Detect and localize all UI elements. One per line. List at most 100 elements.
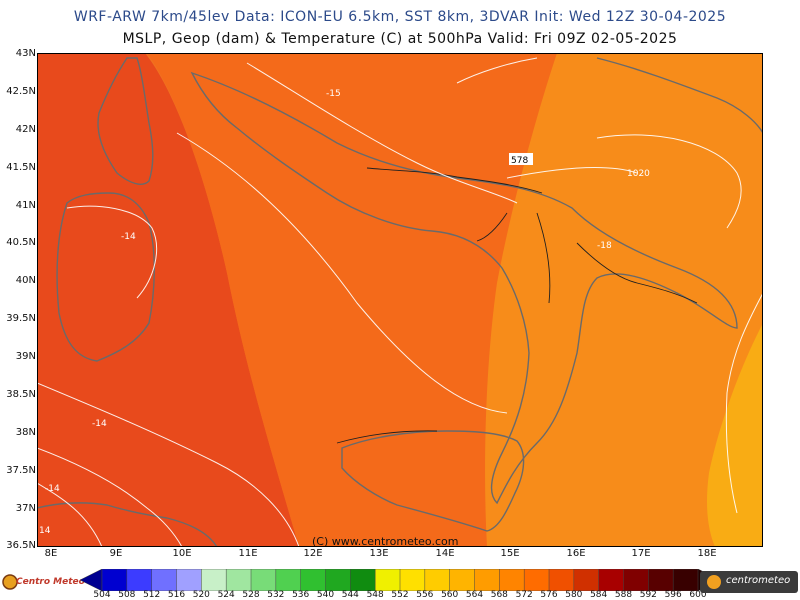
colorbar-swatch [399,569,426,591]
colorbar-tick-label: 560 [441,590,459,600]
lat-label: 43N [15,48,36,59]
logo-left-text: Centro Meteo Italiano [16,577,127,587]
contour-label: -14 [121,232,136,242]
contour-label: 578 [511,156,528,166]
lon-label: 8E [44,548,58,559]
colorbar-tick-label: 528 [242,590,260,600]
colorbar-swatch [201,569,227,591]
colorbar-swatch [598,569,625,591]
contour-label: -18 [597,241,612,251]
colorbar-swatch [573,569,600,591]
colorbar-tick-label: 532 [267,590,285,600]
colorbar-swatch [300,569,327,591]
logo-sun-icon [707,575,721,589]
lon-label: 15E [500,548,520,559]
copyright-text: (C) www.centrometeo.com [312,535,458,547]
colorbar-tick-label: 504 [93,590,111,600]
lat-label: 41.5N [6,162,36,173]
contour-lines [37,57,763,547]
map-title-line1: WRF-ARW 7km/45lev Data: ICON-EU 6.5km, S… [73,9,727,25]
colorbar-tick-label: 536 [292,590,310,600]
colorbar-tick-label: 584 [590,590,608,600]
colorbar-swatch [499,569,525,591]
lon-label: 11E [238,548,258,559]
colorbar-tick-label: 588 [614,590,633,600]
lat-label: 39.5N [6,313,36,324]
colorbar-swatch [126,569,153,591]
contour-label: 1020 [627,169,650,179]
contour-label-box [509,153,533,165]
lat-label: 40N [15,275,36,286]
colorbar-tick-label: 512 [143,590,161,600]
lat-label: 42N [15,124,36,135]
geop-band-584 [707,323,763,547]
colorbar-swatch [672,569,699,591]
colorbar-swatch [176,569,203,591]
colorbar-tick-label: 564 [465,590,484,600]
colorbar-swatch [350,569,376,591]
contour-label: -14 [45,484,60,494]
lon-label: 12E [303,548,323,559]
colorbar-tick-label: 576 [540,590,558,600]
colorbar-swatch [225,569,252,591]
lat-label: 38N [15,427,36,438]
lon-label: 18E [697,548,717,559]
logo-right-text: centrometeo [726,575,791,586]
colorbar-swatch [325,569,352,591]
colorbar-swatch [80,569,103,591]
colorbar-swatch [523,569,550,591]
geop-band-572 [37,53,299,547]
colorbar-tick-label: 544 [341,590,359,600]
lon-label: 14E [435,548,455,559]
lat-label: 38.5N [6,389,36,400]
colorbar-swatch [101,569,128,591]
dark-coastlines [336,167,698,444]
weather-map[interactable]: -15 578 1020 -14 -18 -14 -14 14 (C) www.… [37,53,763,547]
colorbar-swatch [474,569,501,591]
colorbar-tick-label: 548 [366,590,384,600]
coastlines [37,57,763,547]
colorbar-swatch [424,569,451,591]
colorbar-tick-label: 568 [490,590,508,600]
colorbar-tick-label: 592 [639,590,657,600]
centro-meteo-logo-right[interactable]: centrometeo [700,571,798,593]
colorbar-tick-label: 520 [192,590,210,600]
colorbar-tick-label: 596 [664,590,682,600]
colorbar-swatch [623,569,650,591]
lat-label: 40.5N [6,237,36,248]
lat-label: 37N [15,503,36,514]
colorbar-swatch [151,569,178,591]
colorbar-swatch [275,569,302,591]
colorbar-tick-label: 516 [167,590,186,600]
colorbar-tick-label: 600 [689,590,707,600]
lat-label: 36.5N [6,540,36,551]
lat-label: 37.5N [6,465,36,476]
lon-label: 13E [369,548,389,559]
lat-label: 39N [15,351,36,362]
contour-label: -14 [92,419,107,429]
lat-label: 42.5N [6,86,36,97]
contour-label: 14 [39,526,51,536]
lon-label: 17E [631,548,651,559]
lon-label: 16E [566,548,586,559]
colorbar [80,569,720,591]
logo-globe-icon [2,574,18,590]
colorbar-swatch [449,569,476,591]
lon-label: 9E [109,548,123,559]
map-title-line2: MSLP, Geop (dam) & Temperature (C) at 50… [122,31,678,47]
lat-label: 41N [15,200,36,211]
colorbar-tick-label: 556 [416,590,434,600]
colorbar-tick-label: 580 [565,590,583,600]
colorbar-swatch [374,569,401,591]
contour-label: -15 [326,89,341,99]
contour-labels: -15 578 1020 -14 -18 -14 -14 14 [39,89,650,536]
colorbar-tick-label: 524 [217,590,235,600]
centro-meteo-logo-left[interactable]: Centro Meteo Italiano [2,568,127,596]
colorbar-swatch [548,569,575,591]
map-frame [37,53,763,547]
colorbar-swatch [648,569,674,591]
colorbar-swatch [250,569,277,591]
geop-band-580 [485,53,763,547]
colorbar-tick-label: 508 [118,590,136,600]
lon-label: 10E [172,548,192,559]
